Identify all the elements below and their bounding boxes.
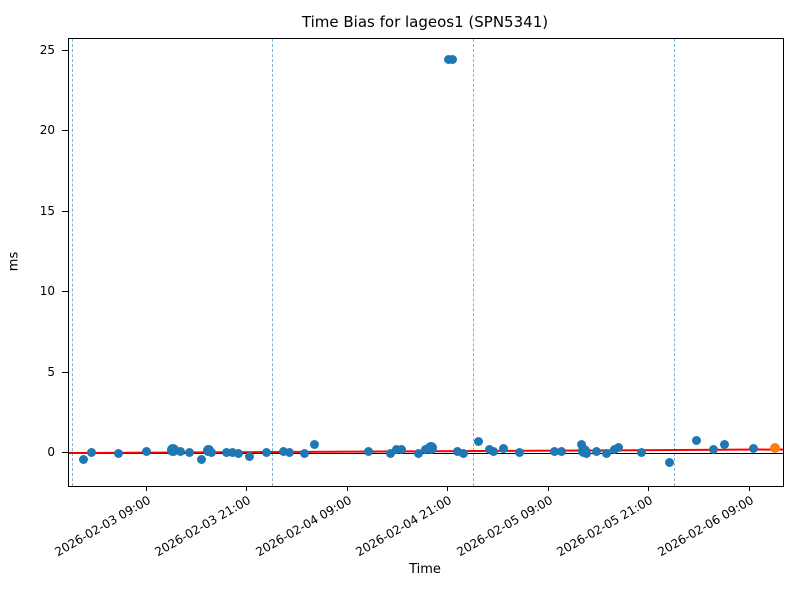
y-tick xyxy=(62,291,68,293)
x-tick-label: 2026-02-03 09:00 xyxy=(52,493,153,560)
time-bias-point xyxy=(556,446,566,456)
time-bias-point xyxy=(748,443,758,453)
time-bias-point xyxy=(386,449,396,459)
x-tick-label: 2026-02-06 09:00 xyxy=(654,493,756,560)
y-tick-label: 10 xyxy=(39,284,55,299)
day-boundary-vline xyxy=(272,39,274,486)
time-bias-point xyxy=(550,446,560,456)
y-axis-label: ms xyxy=(6,251,22,272)
y-tick-label: 5 xyxy=(47,364,55,379)
time-bias-point xyxy=(636,447,646,457)
x-tick xyxy=(447,486,449,491)
time-bias-point xyxy=(591,446,601,456)
day-boundary-vline xyxy=(674,39,676,486)
x-tick xyxy=(547,486,549,491)
y-tick-label: 20 xyxy=(39,123,55,138)
x-tick-label: 2026-02-03 21:00 xyxy=(152,493,254,560)
time-bias-point xyxy=(447,54,457,64)
x-tick xyxy=(346,486,348,491)
time-bias-point xyxy=(396,444,406,454)
x-tick xyxy=(246,486,248,491)
time-bias-point xyxy=(459,449,469,459)
x-axis-label: Time xyxy=(409,562,441,577)
zero-line xyxy=(69,453,783,455)
time-bias-point xyxy=(692,436,701,446)
latest-point-point xyxy=(769,443,780,454)
time-bias-point xyxy=(576,440,586,450)
x-tick-label: 2026-02-04 09:00 xyxy=(253,493,354,560)
y-tick xyxy=(62,210,68,212)
time-bias-point xyxy=(284,447,294,457)
time-bias-point xyxy=(221,447,231,457)
x-tick xyxy=(748,486,750,491)
time-bias-point xyxy=(207,447,217,457)
y-tick xyxy=(62,371,68,373)
time-bias-point xyxy=(309,439,319,449)
time-bias-point xyxy=(489,446,499,456)
time-bias-point xyxy=(613,442,623,452)
time-bias-point xyxy=(582,449,592,459)
time-bias-point xyxy=(453,446,463,456)
time-bias-point xyxy=(142,446,152,456)
x-tick xyxy=(145,486,147,491)
time-bias-point xyxy=(244,451,254,461)
y-tick xyxy=(62,50,68,52)
time-bias-point xyxy=(364,446,374,456)
chart-title: Time Bias for lageos1 (SPN5341) xyxy=(301,13,549,31)
time-bias-point xyxy=(414,449,424,459)
y-tick xyxy=(62,130,68,132)
time-bias-point xyxy=(87,447,97,457)
x-tick xyxy=(648,486,650,491)
y-tick-label: 25 xyxy=(39,43,55,58)
y-tick-label: 0 xyxy=(47,445,55,460)
x-tick-label: 2026-02-05 21:00 xyxy=(554,493,656,560)
time-bias-point xyxy=(228,447,238,457)
y-tick xyxy=(62,452,68,454)
time-bias-point xyxy=(184,447,194,457)
day-boundary-vline xyxy=(71,39,73,486)
time-bias-point xyxy=(196,454,206,464)
time-bias-point xyxy=(719,439,729,449)
time-bias-point xyxy=(708,444,718,454)
time-bias-point xyxy=(392,444,402,454)
time-bias-point xyxy=(602,449,612,459)
time-bias-point xyxy=(664,458,674,468)
time-bias-point xyxy=(498,443,508,453)
time-bias-point xyxy=(234,448,244,458)
time-bias-point xyxy=(473,437,483,447)
time-bias-point xyxy=(261,447,271,457)
x-tick-label: 2026-02-04 21:00 xyxy=(353,493,455,560)
time-bias-point xyxy=(175,446,185,456)
y-tick-label: 15 xyxy=(39,203,55,218)
plot-area xyxy=(68,38,784,487)
time-bias-point xyxy=(425,442,438,455)
time-bias-point xyxy=(514,447,524,457)
time-bias-point xyxy=(78,454,88,464)
time-bias-point xyxy=(113,448,123,458)
day-boundary-vline xyxy=(473,39,475,486)
time-bias-point xyxy=(299,448,309,458)
time-bias-point xyxy=(279,446,289,456)
x-tick-label: 2026-02-05 09:00 xyxy=(453,493,555,560)
